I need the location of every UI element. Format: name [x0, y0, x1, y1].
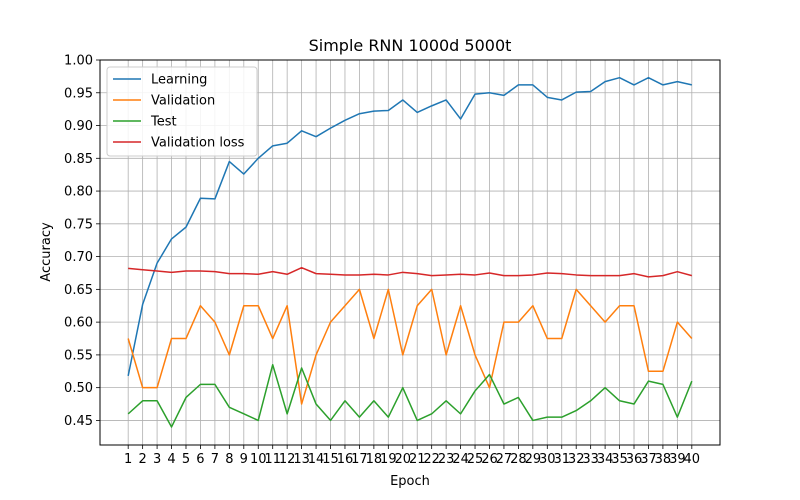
x-tick-label: 37 — [640, 452, 657, 467]
series-lines — [127, 76, 693, 428]
x-tick-label: 39 — [669, 452, 686, 467]
x-tick-label: 14 — [308, 452, 325, 467]
y-tick-label: 0.50 — [64, 381, 93, 396]
x-tick-label: 16 — [337, 452, 354, 467]
series-line-learning — [127, 76, 692, 377]
x-tick-label: 12 — [279, 452, 296, 467]
x-tick-label: 33 — [582, 452, 599, 467]
legend-label: Learning — [151, 73, 207, 88]
y-tick-label: 0.95 — [64, 86, 93, 101]
x-tick-label: 27 — [496, 452, 513, 467]
x-tick-label: 31 — [553, 452, 570, 467]
x-tick-label: 11 — [264, 452, 281, 467]
x-tick-label: 24 — [452, 452, 469, 467]
x-tick-label: 23 — [438, 452, 455, 467]
y-tick-label: 0.85 — [64, 152, 93, 167]
x-tick-label: 7 — [211, 452, 219, 467]
y-tick-label: 0.45 — [64, 414, 93, 429]
x-tick-label: 2 — [138, 452, 146, 467]
legend: Learning Validation Test Validation loss — [106, 66, 258, 157]
y-axis-ticks: 0.45 0.50 0.55 0.60 0.65 0.70 0.75 0.80 0.85 0.90… — [64, 54, 100, 429]
series-line-test — [127, 363, 693, 428]
x-tick-label: 17 — [351, 452, 368, 467]
x-tick-label: 8 — [225, 452, 233, 467]
x-tick-label: 28 — [510, 452, 527, 467]
x-tick-label: 40 — [684, 452, 701, 467]
x-axis-ticks: 1 2 3 4 5 6 7 8 9 1011121314151617181920212223242… — [124, 445, 700, 467]
x-tick-label: 36 — [626, 452, 643, 467]
x-tick-label: 4 — [167, 452, 175, 467]
x-tick-label: 13 — [293, 452, 310, 467]
plot-frame — [99, 59, 721, 446]
x-tick-label: 34 — [597, 452, 614, 467]
x-tick-label: 22 — [423, 452, 440, 467]
x-tick-label: 29 — [525, 452, 542, 467]
x-tick-label: 15 — [322, 452, 339, 467]
x-axis-label: Epoch — [390, 474, 430, 489]
series-line-validation-loss — [128, 266, 693, 278]
x-tick-label: 21 — [409, 452, 426, 467]
x-tick-label: 18 — [366, 452, 383, 467]
legend-box — [106, 66, 258, 157]
y-tick-label: 0.90 — [64, 119, 93, 134]
x-tick-label: 1 — [124, 452, 132, 467]
x-tick-label: 32 — [568, 452, 585, 467]
y-tick-label: 1.00 — [64, 54, 93, 69]
legend-label: Validation — [151, 94, 215, 109]
y-tick-label: 0.60 — [64, 316, 93, 331]
y-tick-label: 0.55 — [64, 348, 93, 363]
x-tick-label: 5 — [182, 452, 190, 467]
x-tick-label: 10 — [250, 452, 267, 467]
legend-label: Test — [150, 115, 177, 130]
y-tick-label: 0.80 — [64, 185, 93, 200]
x-tick-label: 30 — [539, 452, 556, 467]
x-tick-label: 35 — [611, 452, 628, 467]
x-tick-label: 9 — [240, 452, 248, 467]
x-tick-label: 20 — [395, 452, 412, 467]
y-axis-label: Accuracy — [39, 222, 54, 282]
series-line-validation — [127, 288, 693, 405]
chart-title: Simple RNN 1000d 5000t — [309, 36, 512, 55]
x-tick-label: 19 — [380, 452, 397, 467]
x-tick-label: 26 — [481, 452, 498, 467]
y-tick-label: 0.65 — [64, 283, 93, 298]
x-tick-label: 3 — [153, 452, 161, 467]
y-tick-label: 0.75 — [64, 217, 93, 232]
y-tick-label: 0.70 — [64, 250, 93, 265]
x-tick-label: 6 — [196, 452, 204, 467]
x-tick-label: 25 — [467, 452, 484, 467]
x-tick-label: 38 — [655, 452, 672, 467]
legend-label: Validation loss — [151, 136, 245, 151]
